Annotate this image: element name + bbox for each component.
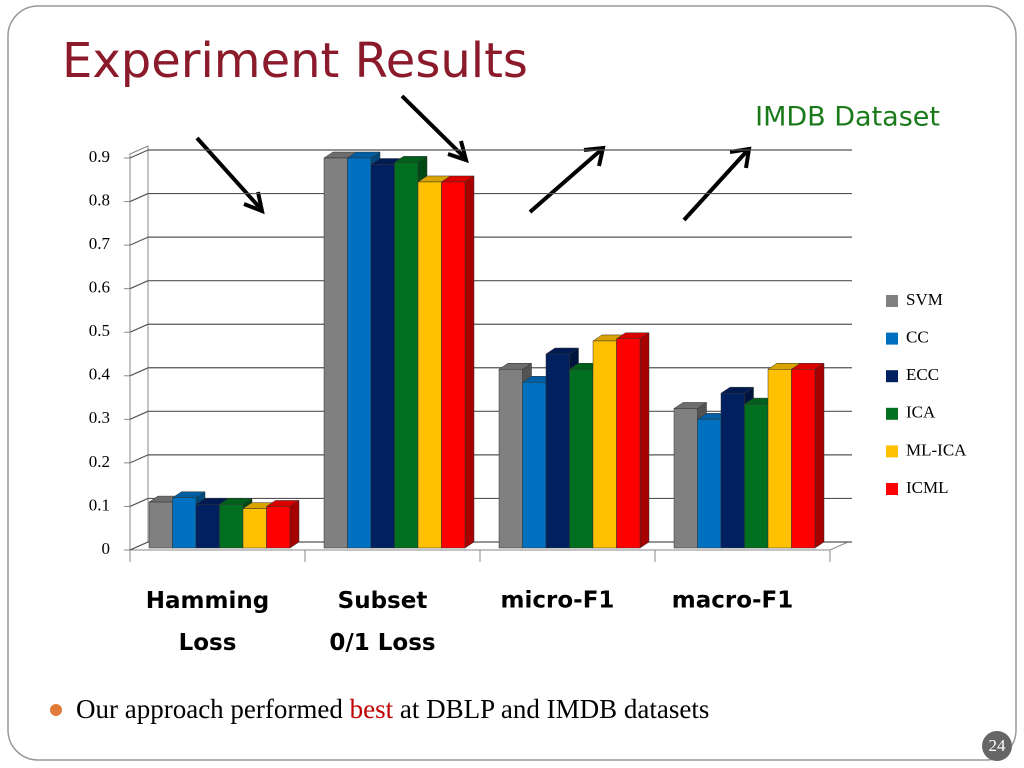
bar-side bbox=[289, 499, 300, 549]
bar bbox=[720, 392, 745, 549]
bar bbox=[616, 338, 641, 549]
page-number: 24 bbox=[989, 736, 1007, 755]
bullet-part: Our approach performed bbox=[76, 694, 350, 724]
bar bbox=[791, 368, 816, 549]
y-tick-label: 0.2 bbox=[89, 452, 110, 471]
bar bbox=[441, 181, 466, 549]
bullet-part: at DBLP and IMDB datasets bbox=[393, 694, 709, 724]
bar-side bbox=[464, 175, 475, 549]
dataset-label: IMDB Dataset bbox=[755, 102, 940, 133]
x-tick-label: Subset 0/1 Loss bbox=[329, 588, 435, 656]
legend-swatch bbox=[886, 370, 898, 383]
x-tick-label: micro-F1 bbox=[501, 588, 615, 614]
bar bbox=[592, 340, 617, 549]
bullet-emphasis: best bbox=[350, 694, 394, 724]
bar bbox=[172, 497, 197, 549]
y-tick-label: 0.1 bbox=[89, 495, 110, 514]
y-tick-label: 0.3 bbox=[89, 408, 110, 427]
grid-line bbox=[129, 280, 149, 290]
legend-swatch bbox=[886, 445, 898, 458]
bar bbox=[347, 157, 372, 549]
grid-line bbox=[129, 236, 149, 246]
legend-swatch bbox=[886, 295, 898, 307]
bar bbox=[697, 419, 722, 549]
y-tick-label: 0.9 bbox=[89, 147, 110, 166]
bar bbox=[767, 368, 792, 549]
bullet-text: Our approach performed best at DBLP and … bbox=[76, 694, 709, 724]
grid-line bbox=[129, 323, 149, 333]
bar bbox=[744, 403, 769, 549]
grid-line bbox=[129, 149, 149, 159]
bullet-dot bbox=[50, 704, 62, 716]
grid-line bbox=[129, 410, 149, 420]
bar bbox=[394, 162, 419, 549]
y-tick-label: 0.7 bbox=[89, 234, 111, 253]
legend-label: ICA bbox=[906, 403, 936, 422]
legend-label: ICML bbox=[906, 478, 949, 497]
x-tick-label: macro-F1 bbox=[672, 588, 794, 614]
bar bbox=[195, 504, 220, 549]
bar bbox=[569, 368, 594, 549]
bar bbox=[266, 506, 291, 549]
bar bbox=[323, 157, 348, 549]
bar bbox=[673, 408, 698, 549]
bar bbox=[148, 501, 173, 549]
y-tick-label: 0 bbox=[102, 539, 111, 558]
grid-line bbox=[129, 367, 149, 377]
legend-label: CC bbox=[906, 328, 929, 347]
page-badge bbox=[982, 731, 1012, 761]
legend-label: ECC bbox=[906, 365, 939, 384]
y-tick-label: 0.4 bbox=[89, 365, 111, 384]
bar bbox=[522, 382, 547, 549]
bar bbox=[545, 353, 570, 549]
legend-label: SVM bbox=[906, 290, 943, 309]
y-tick-label: 0.8 bbox=[89, 190, 110, 209]
back-wall bbox=[129, 145, 149, 551]
bar-side bbox=[639, 332, 650, 549]
legend-swatch bbox=[886, 332, 898, 345]
bar bbox=[370, 164, 395, 549]
y-tick-label: 0.5 bbox=[89, 321, 110, 340]
legend-label: ML-ICA bbox=[906, 440, 967, 459]
slide-title: Experiment Results bbox=[62, 33, 528, 89]
bar bbox=[498, 368, 523, 549]
bar bbox=[242, 508, 267, 549]
bar bbox=[219, 504, 244, 549]
x-tick-label: Hamming Loss bbox=[146, 588, 269, 656]
grid-line bbox=[129, 193, 149, 203]
y-tick-label: 0.6 bbox=[89, 278, 110, 297]
plot: 0 0.1 0.2 0.3 0.4 0.5 0.6 0.7 0.8 0.9 Hamming Loss S… bbox=[89, 145, 967, 656]
grid-line bbox=[129, 497, 149, 507]
bar-side bbox=[814, 362, 825, 549]
bar bbox=[417, 181, 442, 549]
legend-swatch bbox=[886, 483, 898, 495]
grid-line bbox=[129, 541, 149, 551]
legend-swatch bbox=[886, 407, 898, 420]
grid-line bbox=[129, 454, 149, 464]
